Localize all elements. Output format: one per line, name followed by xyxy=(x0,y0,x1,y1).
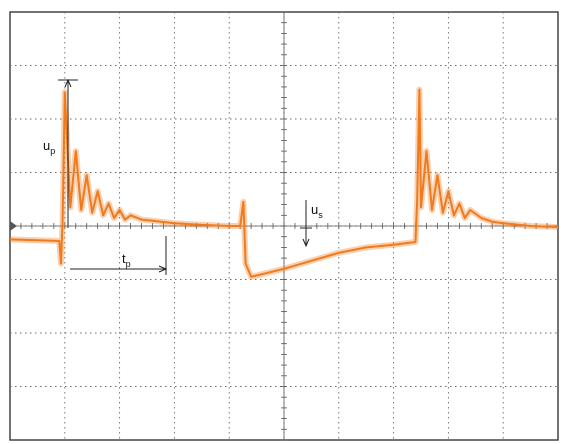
baseline-marker xyxy=(10,221,17,231)
tp-label: tp xyxy=(122,251,131,269)
up-annotation: up xyxy=(43,78,78,228)
us-label: us xyxy=(311,202,323,220)
up-arrow-head xyxy=(64,78,72,88)
tp-arrow-head xyxy=(158,265,168,273)
tp-annotation: tp xyxy=(70,236,168,275)
us-annotation: us xyxy=(300,200,323,248)
us-arrow-head xyxy=(302,238,310,248)
up-label: up xyxy=(43,138,55,156)
grid xyxy=(9,11,559,441)
ground-level-marker xyxy=(10,221,17,231)
signal-trace xyxy=(9,86,559,280)
series-0-line xyxy=(9,88,559,278)
